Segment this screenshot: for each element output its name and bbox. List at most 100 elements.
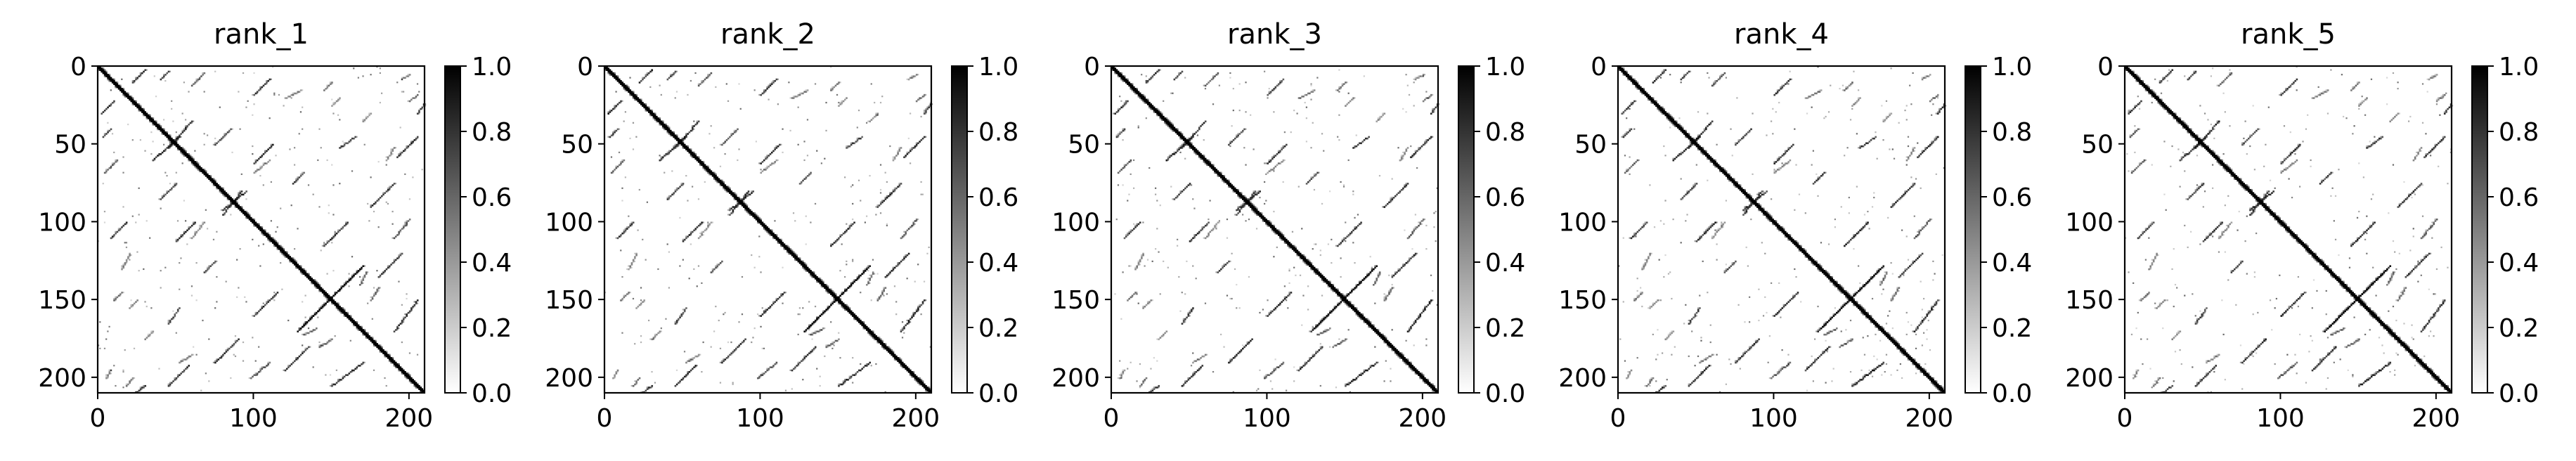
heatmap-cell bbox=[707, 170, 709, 172]
heatmap-cell bbox=[1128, 82, 1130, 84]
heatmap-cell bbox=[287, 365, 290, 367]
heatmap-cell bbox=[810, 221, 812, 223]
heatmap-cell bbox=[784, 389, 787, 391]
heatmap-cell bbox=[345, 282, 347, 285]
heatmap-cell bbox=[303, 351, 305, 353]
heatmap-cell bbox=[797, 361, 799, 363]
heatmap-cell bbox=[1209, 164, 1212, 167]
heatmap-cell bbox=[1251, 209, 1253, 212]
heatmap-cell bbox=[337, 379, 339, 381]
heatmap-cell bbox=[705, 228, 708, 230]
heatmap-cell bbox=[678, 137, 680, 140]
heatmap-cell bbox=[694, 229, 697, 231]
heatmap-cell bbox=[1123, 77, 1126, 79]
heatmap-cell bbox=[222, 187, 224, 190]
heatmap-cell bbox=[730, 133, 732, 135]
heatmap-cell bbox=[150, 332, 153, 335]
heatmap-cell bbox=[181, 148, 184, 150]
heatmap-cell bbox=[652, 115, 655, 118]
heatmap-cell bbox=[157, 126, 159, 129]
heatmap-cell bbox=[403, 318, 405, 320]
heatmap-cell bbox=[202, 169, 204, 171]
heatmap-cell bbox=[1117, 75, 1120, 77]
heatmap-cell bbox=[867, 280, 869, 283]
heatmap-cell bbox=[761, 224, 764, 227]
heatmap-cell bbox=[713, 175, 716, 177]
heatmap-cell bbox=[172, 186, 174, 188]
heatmap-cell bbox=[326, 343, 328, 345]
heatmap-cell bbox=[772, 232, 775, 235]
heatmap-cell bbox=[831, 347, 834, 349]
heatmap-cell bbox=[820, 282, 823, 285]
heatmap-cell bbox=[621, 297, 623, 300]
heatmap-cell bbox=[685, 133, 687, 135]
heatmap-cell bbox=[926, 108, 928, 110]
heatmap-cell bbox=[136, 251, 138, 253]
heatmap-cell bbox=[675, 143, 678, 146]
heatmap-cell bbox=[373, 287, 375, 289]
heatmap-cell bbox=[833, 242, 836, 244]
heatmap-cell bbox=[169, 143, 171, 146]
heatmap-cell bbox=[224, 195, 226, 197]
heatmap-cell bbox=[144, 112, 147, 115]
heatmap-cell bbox=[207, 173, 209, 176]
heatmap-cell bbox=[907, 78, 910, 81]
heatmap-cell bbox=[175, 141, 177, 143]
heatmap-cell bbox=[860, 137, 862, 140]
heatmap-cell bbox=[692, 156, 694, 159]
heatmap-cell bbox=[816, 316, 818, 318]
heatmap-cell bbox=[1160, 112, 1163, 115]
heatmap-cell bbox=[741, 201, 744, 204]
heatmap-cell bbox=[624, 86, 627, 89]
heatmap-cell bbox=[774, 301, 776, 303]
heatmap-cell bbox=[161, 131, 164, 134]
heatmap-cell bbox=[193, 159, 195, 162]
heatmap-cell bbox=[628, 265, 630, 267]
heatmap-cell bbox=[1279, 234, 1281, 236]
heatmap-cell bbox=[1337, 288, 1339, 291]
heatmap-cell bbox=[343, 142, 346, 144]
heatmap-cell bbox=[332, 101, 335, 104]
heatmap-cell bbox=[270, 78, 272, 80]
heatmap-cell bbox=[245, 106, 247, 108]
heatmap-cell bbox=[1123, 78, 1126, 81]
heatmap-cell bbox=[193, 235, 195, 238]
heatmap-cell bbox=[769, 366, 772, 368]
heatmap-cell bbox=[393, 365, 396, 367]
heatmap-cell bbox=[354, 321, 356, 323]
heatmap-cell bbox=[797, 257, 800, 259]
heatmap-cell bbox=[1206, 161, 1208, 163]
heatmap-cell bbox=[408, 143, 411, 146]
heatmap-cell bbox=[839, 297, 841, 300]
heatmap-cell bbox=[874, 338, 876, 341]
heatmap-cell bbox=[115, 159, 117, 162]
heatmap-cell bbox=[729, 209, 731, 212]
heatmap-cell bbox=[1167, 119, 1170, 121]
heatmap-cell bbox=[867, 278, 869, 280]
heatmap-cell bbox=[174, 316, 176, 318]
heatmap-cell bbox=[268, 237, 271, 240]
heatmap-cell bbox=[813, 273, 815, 275]
heatmap-cell bbox=[813, 271, 815, 273]
heatmap-cell bbox=[219, 139, 221, 141]
heatmap-cell bbox=[233, 202, 235, 205]
heatmap-cell bbox=[1172, 125, 1174, 127]
heatmap-cell bbox=[127, 97, 129, 99]
heatmap-cell bbox=[143, 268, 145, 271]
heatmap-cell bbox=[668, 197, 671, 199]
heatmap-cell bbox=[121, 292, 123, 294]
heatmap-cell bbox=[794, 254, 796, 257]
heatmap-cell bbox=[169, 147, 171, 149]
heatmap-cell bbox=[707, 74, 709, 76]
heatmap-cell bbox=[772, 82, 775, 84]
heatmap-cell bbox=[814, 321, 817, 323]
heatmap-cell bbox=[309, 318, 311, 320]
heatmap-cell bbox=[1144, 98, 1146, 101]
heatmap-cell bbox=[616, 78, 619, 81]
heatmap-cell bbox=[342, 145, 344, 148]
heatmap-cell bbox=[838, 299, 840, 301]
heatmap-cell bbox=[234, 200, 237, 202]
heatmap-cell bbox=[879, 339, 882, 342]
heatmap-cell bbox=[886, 349, 888, 351]
heatmap-cell bbox=[770, 151, 773, 154]
